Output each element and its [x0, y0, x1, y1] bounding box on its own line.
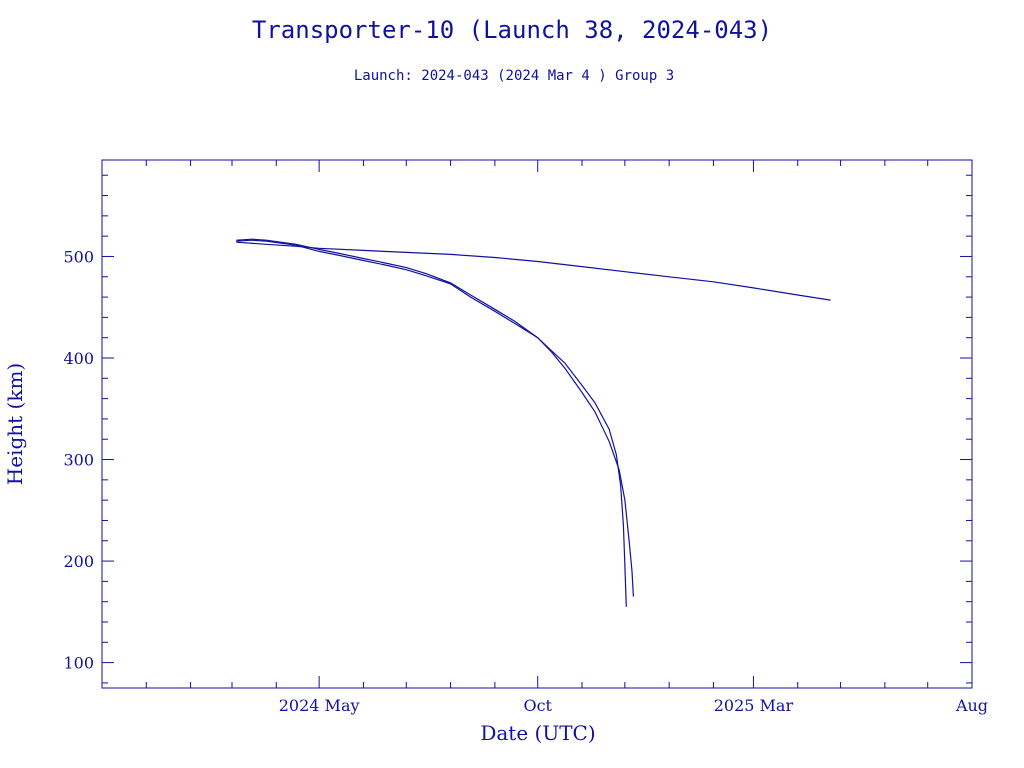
x-tick-label: 2025 Mar	[714, 696, 794, 715]
x-tick-label: Aug	[955, 696, 988, 715]
series-group	[236, 238, 831, 607]
y-tick-label: 500	[63, 247, 94, 266]
x-axis-label: Date (UTC)	[480, 721, 595, 745]
y-axis-label: Height (km)	[3, 363, 27, 485]
series-line-2	[236, 238, 634, 597]
x-tick-labels: 2024 May Oct 2025 Mar Aug	[279, 696, 988, 715]
chart-subtitle: Launch: 2024-043 (2024 Mar 4 ) Group 3	[354, 68, 674, 84]
x-tick-label: Oct	[523, 696, 552, 715]
y-tick-label: 300	[63, 451, 94, 470]
y-tick-label: 400	[63, 349, 94, 368]
x-tick-label: 2024 May	[279, 696, 360, 715]
tick-marks	[102, 160, 973, 688]
series-line-3	[236, 239, 627, 607]
plot-frame	[101, 159, 973, 689]
y-tick-label: 200	[63, 552, 94, 571]
y-tick-labels: 100 200 300 400 500	[63, 247, 94, 672]
y-tick-label: 100	[63, 654, 94, 673]
chart-title: Transporter-10 (Launch 38, 2024-043)	[252, 16, 772, 44]
